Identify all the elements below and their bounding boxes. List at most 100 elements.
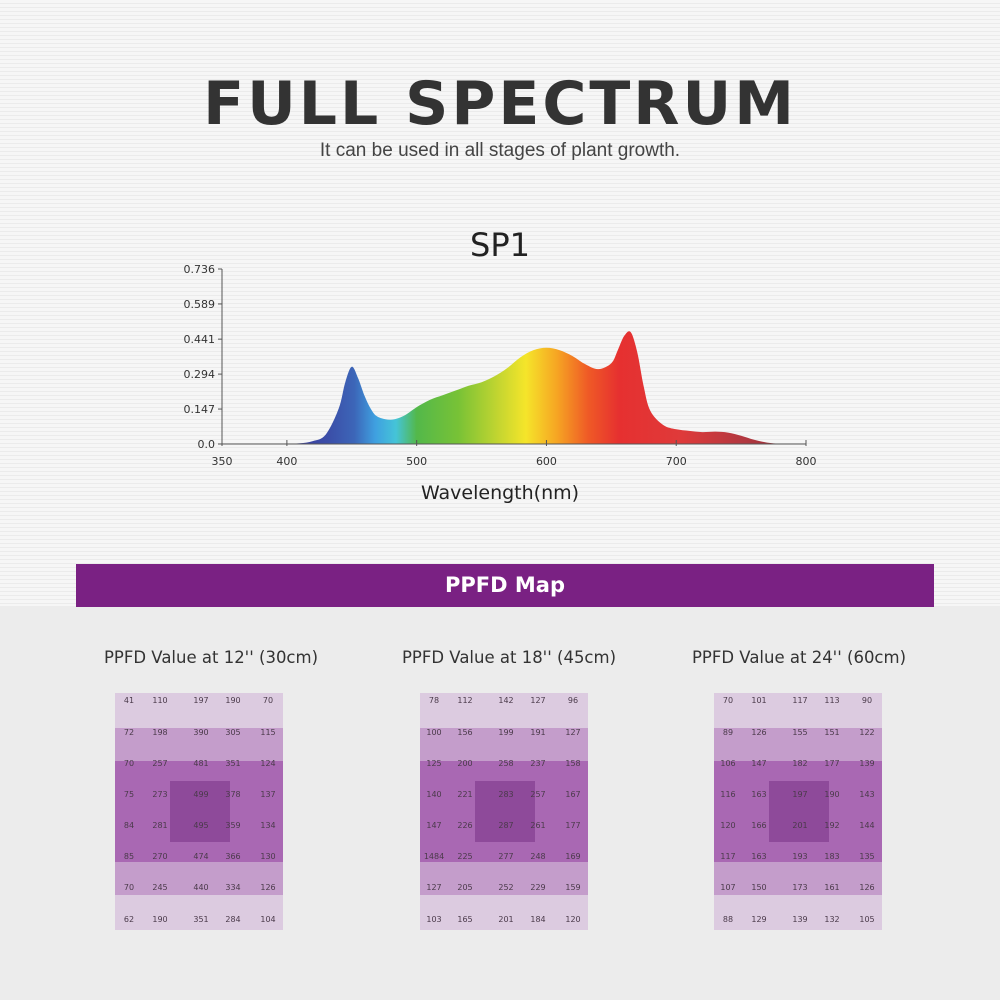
ppfd-cell: 70 bbox=[123, 883, 135, 892]
ppfd-cell: 147 bbox=[751, 759, 767, 768]
ppfd-cell: 163 bbox=[751, 852, 767, 861]
ppfd-cell: 105 bbox=[859, 915, 875, 924]
ppfd-cell: 147 bbox=[426, 821, 442, 830]
ppfd-center-zone bbox=[475, 781, 535, 842]
map-title-12in: PPFD Value at 12'' (30cm) bbox=[103, 648, 319, 667]
ppfd-cell: 359 bbox=[225, 821, 241, 830]
ppfd-cell: 155 bbox=[792, 728, 808, 737]
ppfd-cell: 110 bbox=[152, 696, 168, 705]
ppfd-cell: 190 bbox=[824, 790, 840, 799]
ppfd-cell: 126 bbox=[260, 883, 276, 892]
ppfd-cell: 197 bbox=[193, 696, 209, 705]
ppfd-cell: 177 bbox=[824, 759, 840, 768]
ppfd-cell: 366 bbox=[225, 852, 241, 861]
ppfd-band bbox=[420, 728, 588, 761]
ppfd-cell: 156 bbox=[457, 728, 473, 737]
ppfd-cell: 132 bbox=[824, 915, 840, 924]
ppfd-cell: 144 bbox=[859, 821, 875, 830]
ppfd-cell: 165 bbox=[457, 915, 473, 924]
ppfd-cell: 257 bbox=[530, 790, 546, 799]
ppfd-band bbox=[714, 728, 882, 761]
ppfd-band bbox=[420, 862, 588, 895]
ppfd-cell: 169 bbox=[565, 852, 581, 861]
ppfd-cell: 177 bbox=[565, 821, 581, 830]
x-tick-label: 600 bbox=[536, 455, 557, 468]
ppfd-cell: 135 bbox=[859, 852, 875, 861]
ppfd-band bbox=[420, 693, 588, 728]
ppfd-cell: 75 bbox=[123, 790, 135, 799]
ppfd-cell: 70 bbox=[123, 759, 135, 768]
ppfd-cell: 137 bbox=[260, 790, 276, 799]
ppfd-cell: 89 bbox=[722, 728, 734, 737]
ppfd-cell: 245 bbox=[152, 883, 168, 892]
ppfd-cell: 70 bbox=[722, 696, 734, 705]
ppfd-cell: 205 bbox=[457, 883, 473, 892]
x-tick-label: 400 bbox=[276, 455, 297, 468]
y-tick-label: 0.589 bbox=[184, 298, 216, 311]
x-axis-label: Wavelength(nm) bbox=[421, 482, 579, 504]
ppfd-banner: PPFD Map bbox=[76, 564, 934, 607]
spectrum-area bbox=[286, 331, 793, 444]
ppfd-cell: 270 bbox=[152, 852, 168, 861]
ppfd-cell: 125 bbox=[426, 759, 442, 768]
ppfd-cell: 139 bbox=[859, 759, 875, 768]
ppfd-cell: 161 bbox=[824, 883, 840, 892]
ppfd-cell: 126 bbox=[751, 728, 767, 737]
ppfd-grid-12in: 41 110 197 190 70 72 198 390 305 115 70 257 481 351 12… bbox=[115, 693, 283, 930]
y-tick-label: 0.0 bbox=[198, 438, 216, 451]
ppfd-cell: 201 bbox=[498, 915, 514, 924]
ppfd-cell: 113 bbox=[824, 696, 840, 705]
ppfd-cell: 41 bbox=[123, 696, 135, 705]
ppfd-cell: 225 bbox=[457, 852, 473, 861]
ppfd-cell: 103 bbox=[426, 915, 442, 924]
ppfd-cell: 199 bbox=[498, 728, 514, 737]
ppfd-cell: 305 bbox=[225, 728, 241, 737]
ppfd-cell: 90 bbox=[861, 696, 873, 705]
ppfd-cell: 70 bbox=[262, 696, 274, 705]
ppfd-cell: 261 bbox=[530, 821, 546, 830]
ppfd-band bbox=[115, 693, 283, 728]
ppfd-band bbox=[115, 728, 283, 761]
ppfd-cell: 115 bbox=[260, 728, 276, 737]
chart-title: SP1 bbox=[470, 226, 530, 264]
ppfd-cell: 140 bbox=[426, 790, 442, 799]
ppfd-cell: 163 bbox=[751, 790, 767, 799]
ppfd-cell: 104 bbox=[260, 915, 276, 924]
ppfd-cell: 151 bbox=[824, 728, 840, 737]
ppfd-cell: 142 bbox=[498, 696, 514, 705]
ppfd-cell: 88 bbox=[722, 915, 734, 924]
ppfd-center-zone bbox=[170, 781, 230, 842]
ppfd-cell: 248 bbox=[530, 852, 546, 861]
ppfd-cell: 120 bbox=[565, 915, 581, 924]
ppfd-cell: 351 bbox=[225, 759, 241, 768]
ppfd-cell: 277 bbox=[498, 852, 514, 861]
ppfd-cell: 191 bbox=[530, 728, 546, 737]
spectrum-chart: 0.736 0.589 0.441 0.294 0.147 0.0 350 400 500 600… bbox=[184, 263, 817, 504]
ppfd-cell: 127 bbox=[530, 696, 546, 705]
header-background bbox=[0, 0, 1000, 606]
ppfd-band bbox=[714, 862, 882, 895]
map-title-24in: PPFD Value at 24'' (60cm) bbox=[691, 648, 907, 667]
ppfd-cell: 474 bbox=[193, 852, 209, 861]
ppfd-cell: 229 bbox=[530, 883, 546, 892]
ppfd-cell: 126 bbox=[859, 883, 875, 892]
ppfd-cell: 167 bbox=[565, 790, 581, 799]
ppfd-cell: 190 bbox=[225, 696, 241, 705]
y-tick-label: 0.441 bbox=[184, 333, 216, 346]
ppfd-cell: 351 bbox=[193, 915, 209, 924]
ppfd-cell: 226 bbox=[457, 821, 473, 830]
ppfd-cell: 158 bbox=[565, 759, 581, 768]
ppfd-cell: 192 bbox=[824, 821, 840, 830]
ppfd-cell: 78 bbox=[428, 696, 440, 705]
ppfd-cell: 116 bbox=[720, 790, 736, 799]
x-tick-label: 800 bbox=[796, 455, 817, 468]
ppfd-cell: 130 bbox=[260, 852, 276, 861]
ppfd-cell: 100 bbox=[426, 728, 442, 737]
ppfd-cell: 183 bbox=[824, 852, 840, 861]
y-tick-label: 0.147 bbox=[184, 403, 216, 416]
ppfd-cell: 334 bbox=[225, 883, 241, 892]
ppfd-grid-24in: 70 101 117 113 90 89 126 155 151 122 106 147 182 177 1… bbox=[714, 693, 882, 930]
ppfd-cell: 117 bbox=[792, 696, 808, 705]
ppfd-cell: 273 bbox=[152, 790, 168, 799]
x-tick-label: 700 bbox=[666, 455, 687, 468]
